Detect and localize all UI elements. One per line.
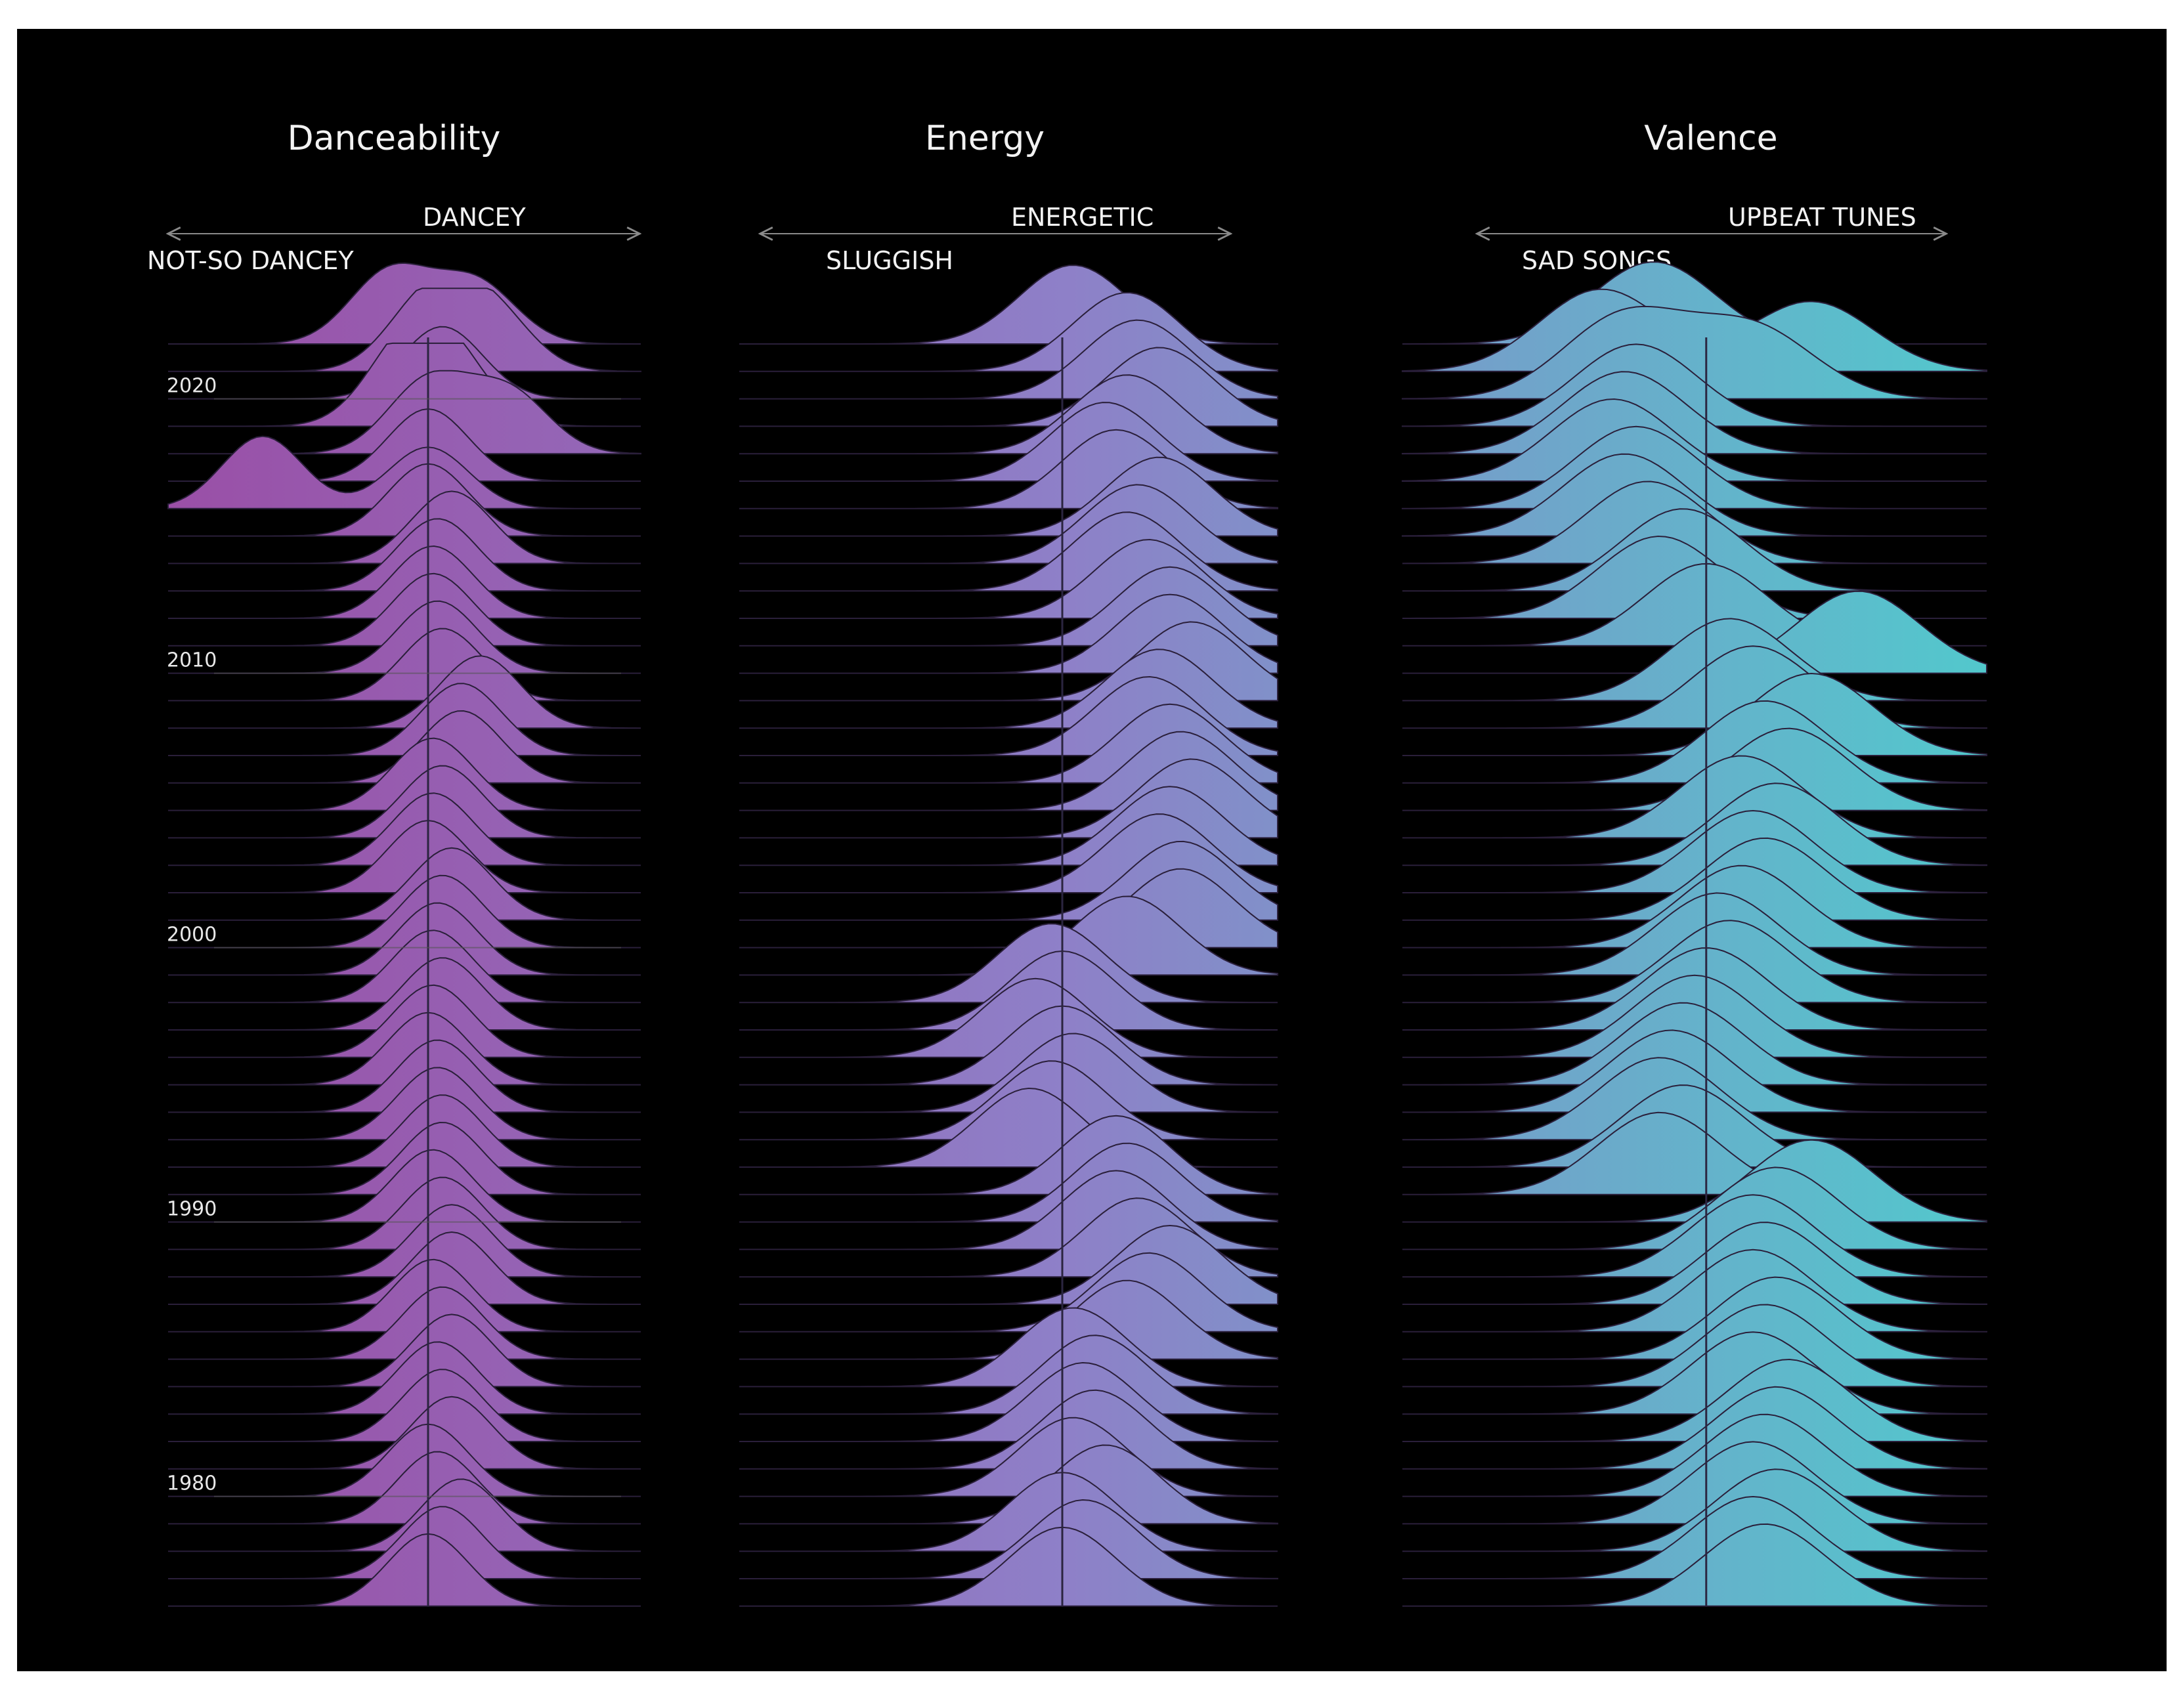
- ridge-energy-2000: [739, 868, 1278, 949]
- ridge-energy-1983: [739, 1334, 1278, 1415]
- ridge-energy-1998: [739, 923, 1278, 1004]
- ridge-danceability-2014: [168, 490, 641, 565]
- ridge-valence-2016: [1402, 425, 1987, 509]
- ridge-danceability-1996: [168, 984, 641, 1058]
- ridgeline-chart: Danceability Energy Valence DANCEY NOT-S…: [147, 119, 1987, 1607]
- ridge-danceability-2021: [168, 288, 641, 372]
- valence-title: Valence: [1644, 119, 1777, 158]
- ridge-danceability-1993: [168, 1067, 641, 1141]
- energy-right-label: ENERGETIC: [1011, 203, 1154, 232]
- ridge-valence-1991: [1402, 1111, 1987, 1195]
- ridge-valence-1980: [1402, 1413, 1987, 1497]
- ridge-valence-1984: [1402, 1304, 1987, 1388]
- ridge-energy-1976: [739, 1526, 1278, 1607]
- ridge-energy-1994: [739, 1033, 1278, 1113]
- ridge-danceability-1994: [168, 1039, 641, 1113]
- ridge-danceability-2012: [168, 545, 641, 619]
- ridge-danceability-1989: [168, 1176, 641, 1250]
- ridge-valence-2020: [1402, 305, 1987, 400]
- ridge-energy-1995: [739, 1005, 1278, 1086]
- ridge-danceability-1976: [168, 1533, 641, 1607]
- ridge-danceability-1977: [168, 1506, 641, 1579]
- ridge-valence-2019: [1402, 343, 1987, 427]
- ridge-danceability-1997: [168, 957, 641, 1031]
- energy-title: Energy: [925, 119, 1045, 158]
- ridge-valence-1987: [1402, 1222, 1987, 1305]
- ridge-danceability-1998: [168, 929, 641, 1004]
- ridge-danceability-2003: [168, 792, 641, 866]
- ridge-danceability-2011: [168, 572, 641, 647]
- ridge-danceability-1987: [168, 1231, 641, 1305]
- ridge-danceability-1991: [168, 1121, 641, 1195]
- year-tick-1990: 1990: [167, 1198, 217, 1221]
- valence-right-label: UPBEAT TUNES: [1728, 203, 1916, 232]
- ridge-valence-2001: [1402, 837, 1987, 921]
- ridge-danceability-1985: [168, 1286, 641, 1360]
- ridges-layer: [167, 261, 1987, 1607]
- ridge-energy-1992: [739, 1087, 1278, 1168]
- ridge-danceability-2004: [168, 765, 641, 839]
- ridge-valence-1985: [1402, 1276, 1987, 1360]
- year-tick-2010: 2010: [167, 649, 217, 672]
- ridge-valence-1976: [1402, 1523, 1987, 1607]
- ridge-energy-1977: [739, 1499, 1278, 1579]
- energy-left-label: SLUGGISH: [826, 246, 953, 275]
- chart-panel: Danceability Energy Valence DANCEY NOT-S…: [17, 29, 2167, 1671]
- ridge-valence-2002: [1402, 809, 1987, 893]
- ridge-danceability-1979: [168, 1451, 641, 1525]
- ridge-danceability-2015: [168, 463, 641, 537]
- danceability-right-label: DANCEY: [423, 203, 527, 232]
- ridge-danceability-1992: [168, 1094, 641, 1168]
- ridge-danceability-2001: [168, 847, 641, 921]
- year-ticks-layer: 2020 2010 2000 1990 1980: [167, 375, 621, 1497]
- ridge-danceability-2007: [168, 683, 641, 756]
- ridge-valence-2003: [1402, 782, 1987, 866]
- year-tick-1980: 1980: [167, 1472, 217, 1495]
- ridge-valence-2017: [1402, 398, 1987, 482]
- ridge-energy-1996: [739, 977, 1278, 1058]
- ridge-danceability-2009: [168, 628, 641, 702]
- danceability-left-label: NOT-SO DANCEY: [147, 246, 354, 275]
- danceability-title: Danceability: [288, 119, 501, 158]
- ridge-energy-1981: [739, 1389, 1278, 1470]
- year-tick-2020: 2020: [167, 375, 217, 398]
- ridge-danceability-2019: [168, 342, 641, 427]
- ridge-danceability-1982: [168, 1369, 641, 1442]
- ridge-danceability-1995: [168, 1012, 641, 1086]
- ridge-danceability-1983: [168, 1341, 641, 1415]
- ridge-danceability-2008: [168, 655, 641, 729]
- ridge-valence-1977: [1402, 1495, 1987, 1579]
- ridge-danceability-1986: [168, 1258, 641, 1333]
- ridge-danceability-1981: [168, 1396, 641, 1470]
- ridge-danceability-2002: [168, 819, 641, 893]
- ridge-valence-2009: [1402, 618, 1987, 702]
- ridge-valence-2015: [1402, 453, 1987, 537]
- ridge-danceability-1999: [168, 902, 641, 976]
- ridge-danceability-2016: [167, 435, 641, 509]
- ridge-valence-1988: [1402, 1194, 1987, 1278]
- ridge-energy-1978: [739, 1472, 1278, 1552]
- year-tick-2000: 2000: [167, 924, 217, 947]
- ridge-danceability-1984: [168, 1313, 641, 1388]
- ridge-danceability-2013: [168, 518, 641, 592]
- ridge-energy-2022: [739, 265, 1278, 345]
- ridge-danceability-2005: [168, 737, 641, 811]
- ridge-danceability-1978: [168, 1478, 641, 1552]
- ridge-valence-1989: [1402, 1166, 1987, 1250]
- ridge-danceability-1988: [168, 1204, 641, 1278]
- ridge-valence-1978: [1402, 1468, 1987, 1552]
- ridge-valence-1981: [1402, 1386, 1987, 1470]
